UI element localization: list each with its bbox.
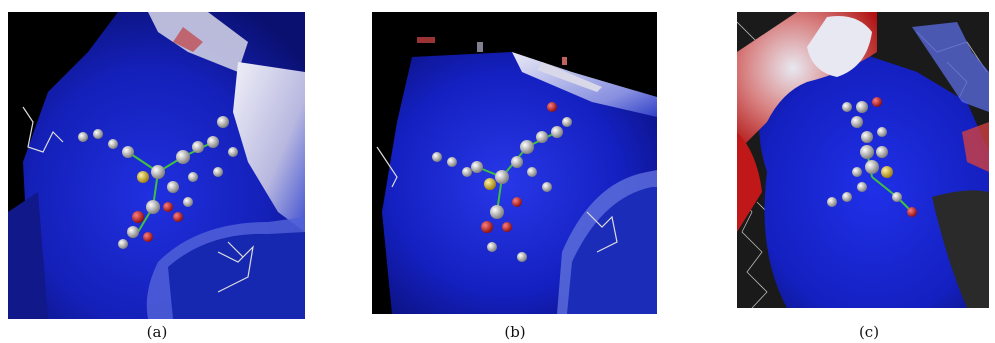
molecular-surface-render-a [8, 12, 305, 319]
panel-c-image [737, 12, 989, 308]
panel-b-label: (b) [504, 323, 526, 341]
panel-c-label: (c) [858, 323, 880, 341]
molecular-surface-render-b [372, 12, 657, 314]
panel-b-image [372, 12, 657, 314]
molecular-surface-render-c [737, 12, 989, 308]
panel-a-label: (a) [146, 323, 168, 341]
panel-a-image [8, 12, 305, 319]
